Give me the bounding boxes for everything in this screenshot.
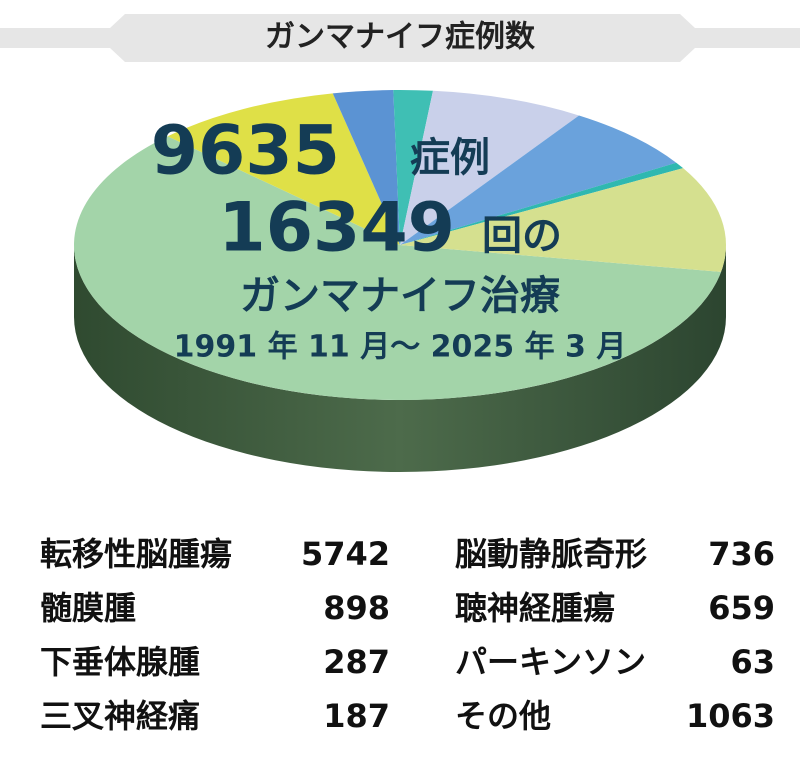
category-label: 聴神経腫瘍: [455, 589, 615, 627]
treatment-count: 16349: [218, 189, 455, 268]
pie-slice: [400, 168, 726, 272]
chart-title: ガンマナイフ症例数: [265, 20, 536, 55]
pie-slice: [393, 90, 433, 245]
overlay: 9635 症例 16349 回の ガンマナイフ治療 1991 年 11 月～ 2…: [151, 112, 627, 365]
value-label: 287: [323, 643, 390, 681]
period: 1991 年 11 月～ 2025 年 3 月: [174, 330, 627, 365]
category-label: パーキンソン: [455, 643, 646, 681]
value-label: 63: [730, 643, 775, 681]
case-count: 9635: [151, 112, 340, 191]
pie-slice: [400, 90, 580, 245]
pie-slice: [400, 162, 684, 245]
pie: [73, 90, 726, 472]
treatment-unit: 回の: [482, 213, 562, 259]
category-label: その他: [455, 697, 551, 735]
category-label: 脳動静脈奇形: [455, 535, 647, 573]
pie-slice: [332, 90, 400, 246]
value-label: 187: [323, 697, 390, 735]
value-label: 659: [708, 589, 775, 627]
pie-slice: [73, 136, 722, 400]
category-label: 下垂体腺腫: [40, 643, 200, 681]
pie-side: [74, 245, 726, 472]
value-label: 5742: [301, 535, 390, 573]
value-label: 736: [708, 535, 775, 573]
treatment-name: ガンマナイフ治療: [240, 273, 561, 319]
case-unit: 症例: [410, 135, 490, 181]
case-table: 転移性脳腫瘍 5742 髄膜腫 898 下垂体腺腫 287 三叉神経痛 187 脳動静脈奇形 73…: [40, 535, 775, 735]
category-label: 転移性脳腫瘍: [40, 535, 232, 573]
value-label: 1063: [686, 697, 775, 735]
value-label: 898: [323, 589, 390, 627]
title-banner: [0, 14, 800, 62]
pie-slice: [167, 93, 400, 246]
category-label: 髄膜腫: [40, 589, 136, 627]
category-label: 三叉神経痛: [40, 697, 200, 735]
pie-slice: [400, 115, 677, 246]
